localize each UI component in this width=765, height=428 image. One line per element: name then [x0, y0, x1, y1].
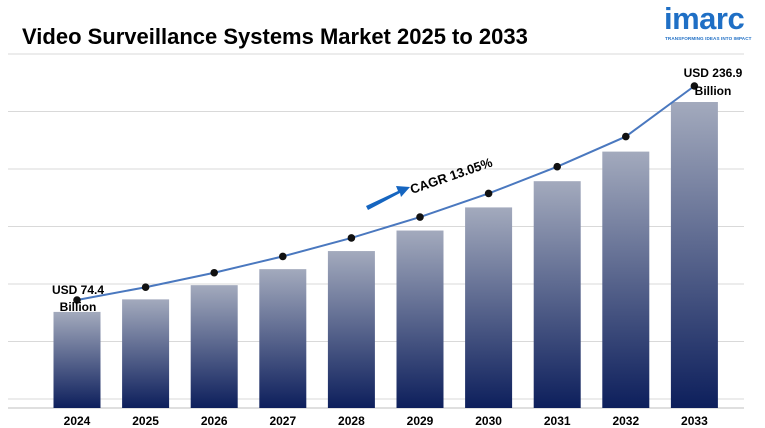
- x-tick-label: 2026: [201, 414, 228, 428]
- end-value-label: USD 236.9: [684, 66, 743, 80]
- bar-2024: [53, 311, 101, 408]
- x-tick-label: 2028: [338, 414, 365, 428]
- trend-point-2032: [622, 132, 630, 141]
- trend-point-2030: [484, 189, 493, 198]
- trend-point-2028: [347, 234, 356, 242]
- x-tick-label: 2029: [407, 414, 434, 428]
- start-value-label: USD 74.4: [52, 283, 104, 297]
- trend-point-2024: [73, 296, 81, 304]
- bar-2028: [327, 251, 375, 408]
- x-tick-label: 2030: [475, 414, 502, 428]
- end-value-unit: Billion: [695, 84, 732, 98]
- imarc-logo: imarc TRANSFORMING IDEAS INTO IMPACT: [664, 2, 764, 48]
- bar-2031: [533, 181, 581, 408]
- bar-2027: [259, 269, 307, 408]
- cagr-label: CAGR 13.05%: [408, 155, 495, 197]
- x-tick-label: 2033: [681, 414, 708, 428]
- chart-title: Video Surveillance Systems Market 2025 t…: [22, 24, 528, 49]
- x-tick-label: 2027: [269, 414, 296, 428]
- bar-2030: [465, 207, 513, 408]
- bar-2033: [670, 102, 718, 408]
- x-tick-label: 2024: [64, 414, 91, 428]
- trend-point-2029: [416, 213, 424, 221]
- bars: [53, 102, 718, 408]
- start-value-unit: Billion: [60, 300, 97, 314]
- x-tick-label: 2031: [544, 414, 571, 428]
- bar-2025: [122, 299, 170, 408]
- trend-point-2026: [210, 268, 218, 277]
- trend-line-group: [73, 82, 699, 304]
- trend-point-2027: [279, 252, 287, 261]
- bar-2029: [396, 230, 444, 408]
- logo-tagline: TRANSFORMING IDEAS INTO IMPACT: [665, 36, 752, 41]
- logo-wordmark: imarc: [664, 1, 745, 36]
- trend-point-2025: [141, 283, 150, 292]
- x-tick-label: 2032: [612, 414, 639, 428]
- trend-point-2031: [553, 162, 561, 171]
- cagr-arrow: [366, 186, 410, 210]
- x-tick-label: 2025: [132, 414, 159, 428]
- bar-2026: [190, 285, 238, 408]
- trend-point-2033: [690, 82, 699, 90]
- bar-2032: [602, 151, 650, 408]
- trend-line: [76, 85, 695, 301]
